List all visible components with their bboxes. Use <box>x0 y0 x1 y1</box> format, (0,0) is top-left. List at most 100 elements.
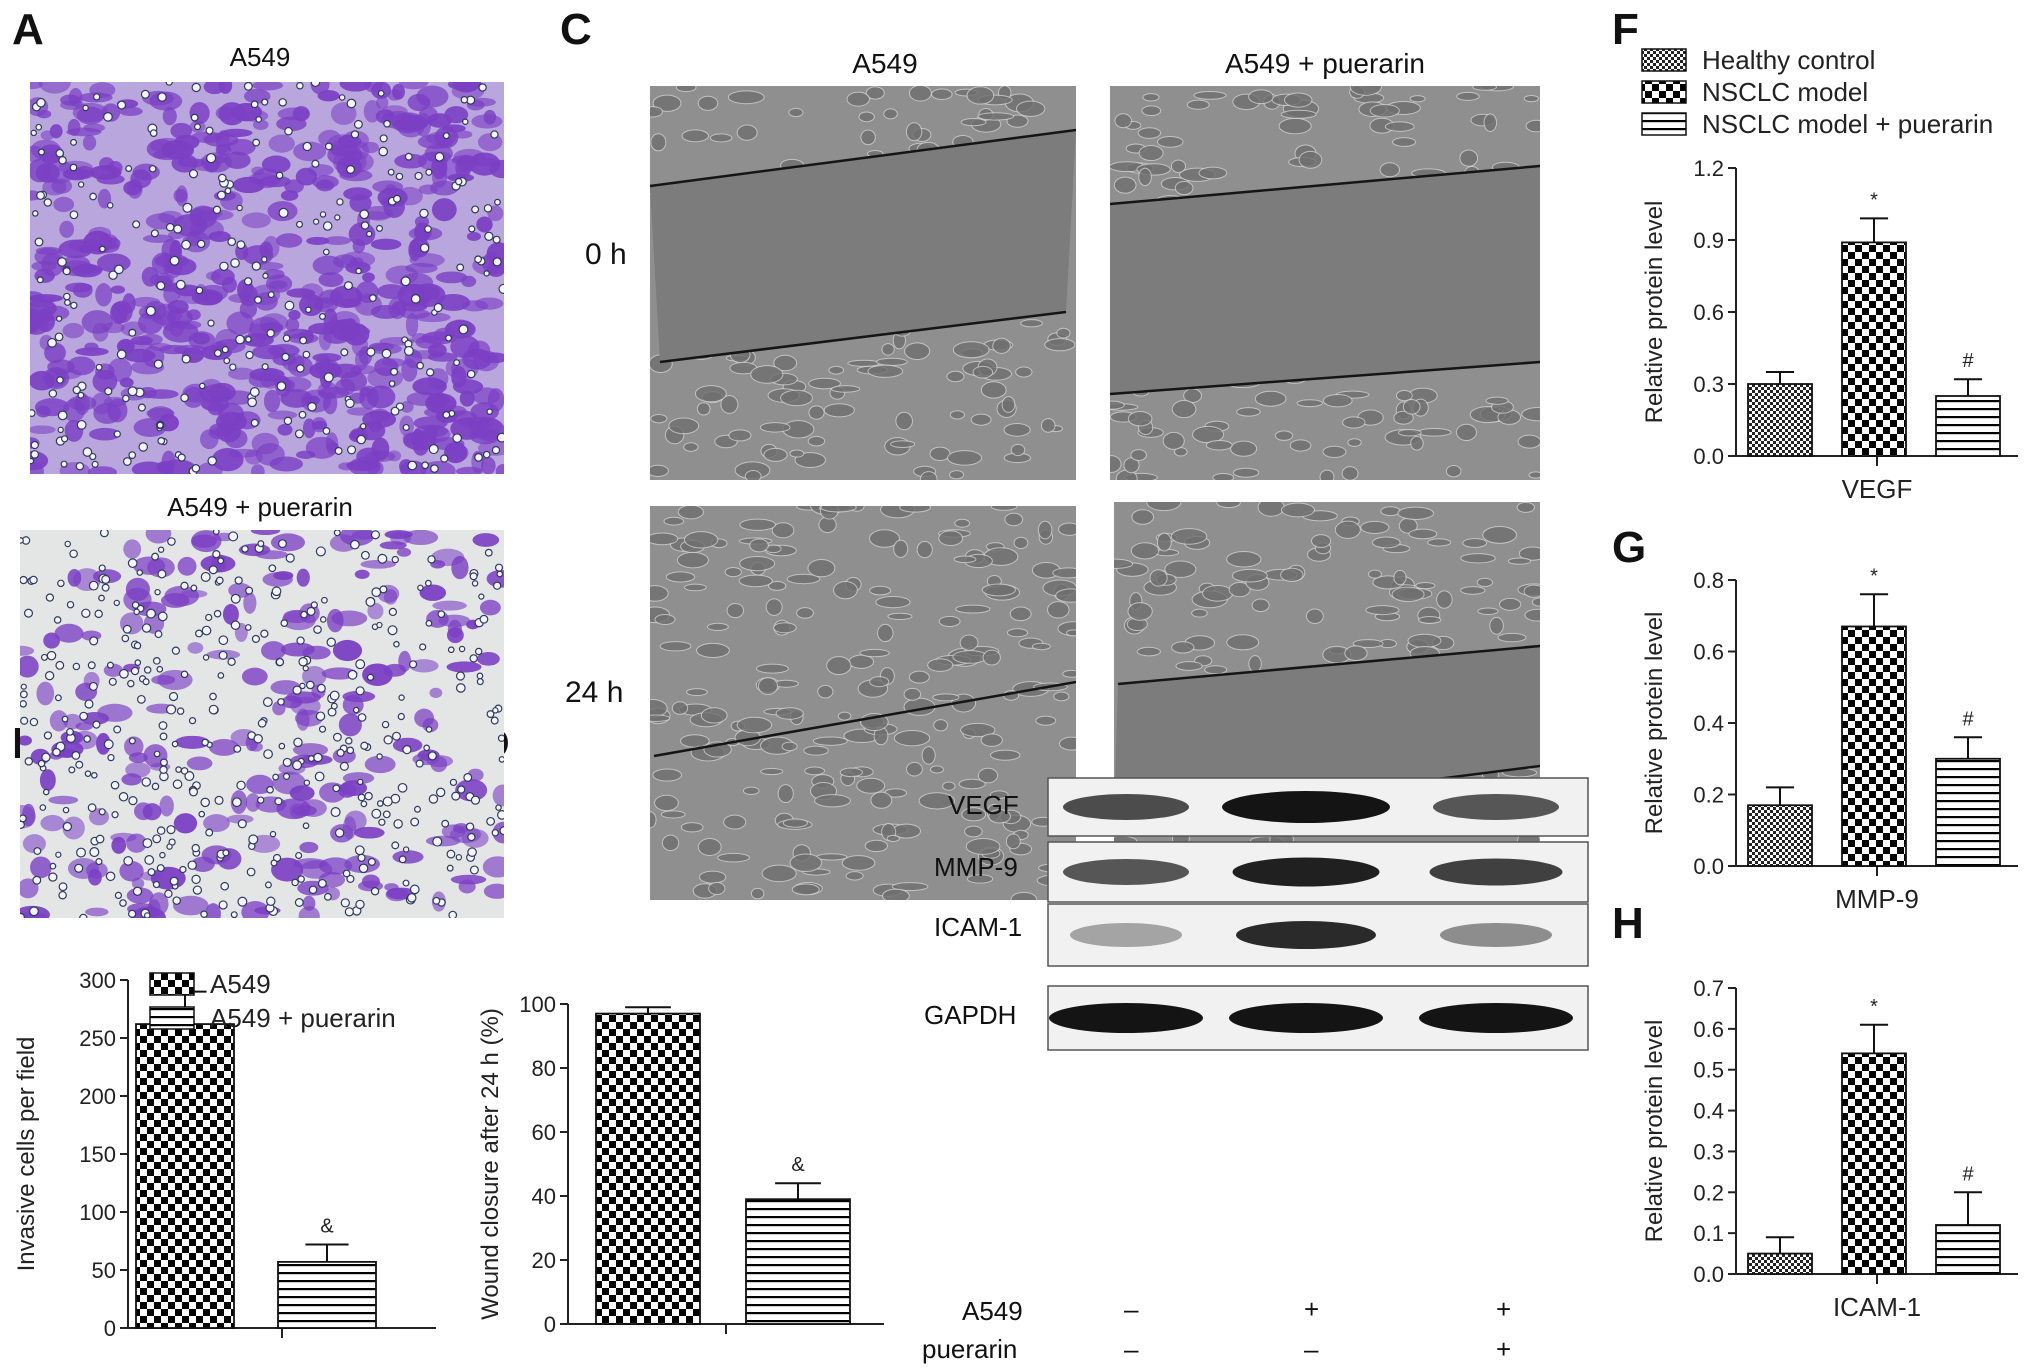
significance-h-2: * <box>1870 996 1878 1018</box>
wound-image-a549-0h <box>650 86 1076 480</box>
y-tick-label-f: 0.6 <box>1693 300 1724 325</box>
legend-label-f-3: NSCLC model + puerarin <box>1702 109 1993 139</box>
y-tick-label-b: 250 <box>79 1026 116 1051</box>
y-tick-label-d: 60 <box>532 1120 556 1145</box>
y-axis-label-g: Relative protein level <box>1641 612 1668 835</box>
panel-letter-c: C <box>560 5 592 54</box>
blot-label-mmp9: MMP-9 <box>934 852 1018 882</box>
y-tick-label-b: 300 <box>79 968 116 993</box>
blot-cond-a549-lane1: – <box>1124 1294 1139 1324</box>
panel-c-col-right: A549 + puerarin <box>1224 48 1426 79</box>
y-tick-label-h: 0.7 <box>1693 976 1724 1001</box>
y-tick-label-g: 0.6 <box>1693 640 1724 665</box>
y-tick-label-b: 50 <box>92 1258 116 1283</box>
panel-a-top-title: A549 <box>229 42 291 72</box>
blot-label-gapdh: GAPDH <box>924 1000 1017 1030</box>
y-tick-label-b: 150 <box>79 1142 116 1167</box>
y-tick-label-d: 80 <box>532 1056 556 1081</box>
y-tick-label-b: 100 <box>79 1200 116 1225</box>
western-blot <box>1047 777 1589 1051</box>
y-tick-label-f: 1.2 <box>1693 156 1724 181</box>
x-axis-label-g: MMP-9 <box>1835 884 1919 914</box>
y-tick-label-h: 0.4 <box>1693 1099 1724 1124</box>
significance-g-3: # <box>1962 708 1974 730</box>
panel-letter-a: A <box>12 5 44 54</box>
significance-h-3: # <box>1962 1163 1974 1185</box>
panel-letter-f: F <box>1612 5 1639 54</box>
bar-h-2 <box>1841 1052 1907 1275</box>
y-tick-label-d: 20 <box>532 1248 556 1273</box>
blot-cond-label-a549: A549 <box>962 1296 1023 1326</box>
legend-swatch-b-2 <box>149 1006 195 1030</box>
bar-g-2 <box>1841 625 1907 867</box>
y-tick-label-h: 0.2 <box>1693 1180 1724 1205</box>
y-axis-label-d: Wound closure after 24 h (%) <box>477 1008 504 1320</box>
blot-cond-puerarin-lane3: + <box>1496 1334 1512 1364</box>
blot-label-icam1: ICAM-1 <box>934 912 1023 942</box>
blot-cond-puerarin-lane2: – <box>1304 1334 1319 1364</box>
legend-label-b-1: A549 <box>210 969 271 999</box>
blot-band-mmp9-lane2 <box>1232 857 1380 887</box>
blot-band-icam1-lane1 <box>1070 923 1182 947</box>
y-tick-label-f: 0.3 <box>1693 372 1724 397</box>
y-tick-label-b: 200 <box>79 1084 116 1109</box>
bar-b-2 <box>277 1260 377 1329</box>
y-tick-label-g: 0.0 <box>1693 854 1724 879</box>
significance-d-2: & <box>791 1154 805 1176</box>
chart-g: 0.0 0.2 0.4 0.6 0.8 Relative protein level MMP… <box>1641 565 2018 914</box>
panel-letter-g: G <box>1612 523 1647 572</box>
bar-b-1 <box>135 1023 235 1329</box>
y-tick-label-d: 0 <box>544 1312 556 1337</box>
y-tick-label-h: 0.3 <box>1693 1139 1724 1164</box>
y-tick-label-g: 0.2 <box>1693 783 1724 808</box>
y-tick-label-h: 0.6 <box>1693 1017 1724 1042</box>
bar-h-1 <box>1747 1252 1813 1275</box>
y-tick-label-d: 40 <box>532 1184 556 1209</box>
y-axis-label-f: Relative protein level <box>1641 201 1668 424</box>
significance-b-2: & <box>320 1215 334 1237</box>
x-axis-label-h: ICAM-1 <box>1833 1292 1921 1322</box>
chart-f: 0.0 0.3 0.6 0.9 1.2 Relative protein level VEG… <box>1641 45 2018 504</box>
significance-f-2: * <box>1870 189 1878 211</box>
y-axis-label-b: Invasive cells per field <box>13 1037 40 1272</box>
blot-band-vegf-lane1 <box>1063 794 1189 820</box>
blot-band-gapdh-lane2 <box>1229 1003 1383 1033</box>
y-tick-label-d: 100 <box>519 992 556 1017</box>
panel-c-row-24h: 24 h <box>565 676 624 709</box>
y-tick-label-h: 0.0 <box>1693 1262 1724 1287</box>
blot-band-icam1-lane3 <box>1440 923 1552 947</box>
bar-g-3 <box>1935 757 2001 867</box>
legend-label-f-2: NSCLC model <box>1702 77 1868 107</box>
bar-d-1 <box>595 1012 701 1325</box>
legend-swatch-f-2 <box>1641 80 1687 104</box>
panel-a-micrograph-a549 <box>30 82 504 474</box>
blot-band-icam1-lane2 <box>1236 921 1376 949</box>
y-tick-label-f: 0.9 <box>1693 228 1724 253</box>
bar-g-1 <box>1747 804 1813 867</box>
y-tick-label-h: 0.1 <box>1693 1221 1724 1246</box>
blot-cond-label-puerarin: puerarin <box>922 1334 1018 1364</box>
y-axis-label-h: Relative protein level <box>1641 1020 1668 1243</box>
wound-image-puerarin-0h <box>1110 86 1540 480</box>
bar-d-2 <box>745 1198 851 1325</box>
panel-a-micrograph-puerarin <box>20 530 504 918</box>
legend-label-f-1: Healthy control <box>1702 45 1875 75</box>
y-tick-label-g: 0.4 <box>1693 711 1724 736</box>
legend-swatch-b-1 <box>149 972 195 996</box>
significance-g-2: * <box>1870 565 1878 587</box>
blot-cond-puerarin-lane1: – <box>1124 1334 1139 1364</box>
bar-h-3 <box>1935 1224 2001 1275</box>
blot-label-vegf: VEGF <box>948 790 1019 820</box>
blot-cond-a549-lane3: + <box>1496 1294 1512 1324</box>
blot-band-vegf-lane2 <box>1222 791 1390 823</box>
y-tick-label-b: 0 <box>104 1316 116 1341</box>
chart-d: 0 20 40 60 80 100 Wound closure after 24 h (%)… <box>477 992 884 1337</box>
legend-swatch-f-3 <box>1641 112 1687 136</box>
blot-band-gapdh-lane3 <box>1419 1003 1573 1033</box>
y-tick-label-g: 0.8 <box>1693 568 1724 593</box>
bar-f-2 <box>1841 241 1907 457</box>
legend-swatch-f-1 <box>1641 48 1687 72</box>
panel-a-bottom-title: A549 + puerarin <box>167 492 353 522</box>
blot-band-mmp9-lane1 <box>1063 859 1189 885</box>
